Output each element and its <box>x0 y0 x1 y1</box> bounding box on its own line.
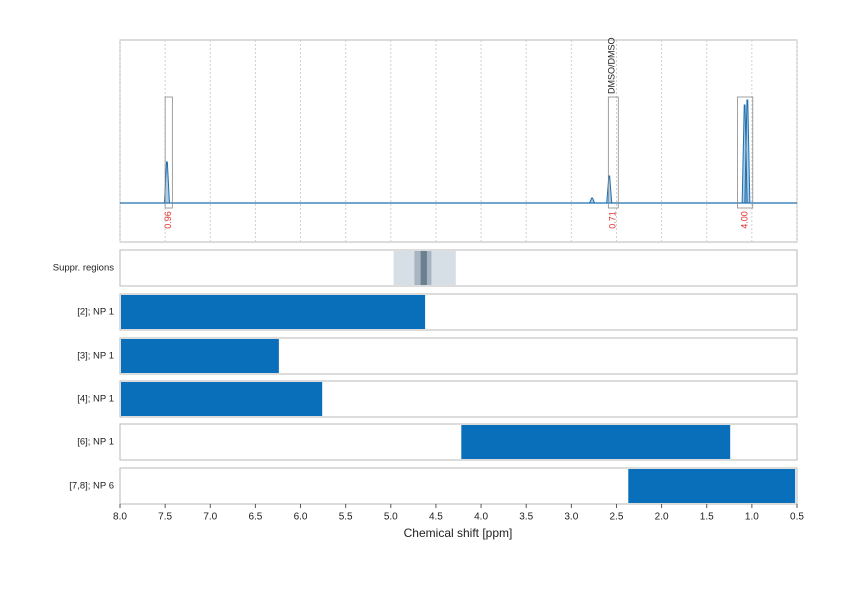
spectrum-panel <box>119 39 798 243</box>
x-tick-label: 8.0 <box>113 512 127 523</box>
integral-label: 0.96 <box>163 211 173 229</box>
x-tick-label: 5.0 <box>384 512 398 523</box>
range-bar <box>121 382 323 416</box>
row-label: Suppr. regions <box>53 263 115 274</box>
x-tick-label: 2.0 <box>655 512 669 523</box>
row-label: [6]; NP 1 <box>77 437 114 448</box>
x-tick-label: 1.5 <box>700 512 714 523</box>
row-label: [3]; NP 1 <box>77 351 114 362</box>
x-axis-label: Chemical shift [ppm] <box>404 526 513 540</box>
x-tick-label: 4.5 <box>429 512 443 523</box>
x-tick-label: 6.5 <box>248 512 262 523</box>
x-tick-label: 6.0 <box>294 512 308 523</box>
peak <box>744 99 751 204</box>
x-tick-label: 4.0 <box>474 512 488 523</box>
integral-label: 0.71 <box>608 211 618 229</box>
range-bar <box>121 339 279 373</box>
row-label: [2]; NP 1 <box>77 307 114 318</box>
integral-region <box>164 96 173 209</box>
annotation: DMSO/DMSO <box>606 37 616 94</box>
range-bar <box>121 295 426 329</box>
x-tick-label: 3.5 <box>519 512 533 523</box>
row-label: [4]; NP 1 <box>77 394 114 405</box>
row-label: [7,8]; NP 6 <box>69 481 114 492</box>
integral-region <box>607 96 619 209</box>
x-tick-label: 1.0 <box>745 512 759 523</box>
x-tick-label: 3.0 <box>564 512 578 523</box>
x-tick-label: 2.5 <box>610 512 624 523</box>
range-bar <box>628 469 796 503</box>
peak <box>589 197 596 204</box>
x-tick-label: 0.5 <box>790 512 804 523</box>
row-panel <box>119 249 798 287</box>
x-tick-label: 7.0 <box>203 512 217 523</box>
x-tick-label: 7.5 <box>158 512 172 523</box>
range-bar <box>461 425 731 459</box>
integral-region <box>737 96 754 209</box>
range-bar <box>420 251 427 285</box>
x-tick-label: 5.5 <box>339 512 353 523</box>
integral-label: 4.00 <box>739 211 749 229</box>
